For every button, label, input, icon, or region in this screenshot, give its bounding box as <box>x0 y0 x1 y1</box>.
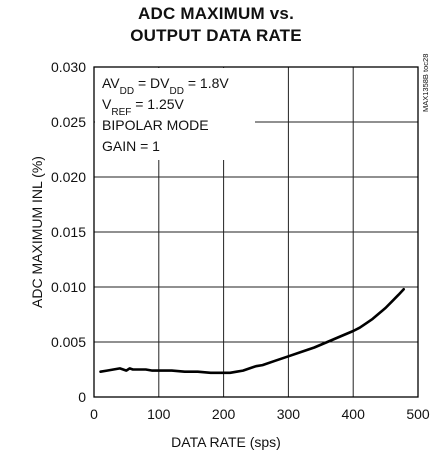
tick-labels: 0 100 200 300 400 500 0 0.005 0.010 0.015 0.020 0.0… <box>51 59 430 422</box>
chart-title-line-1: ADC MAXIMUM vs. <box>137 4 294 23</box>
x-tick-label: 0 <box>90 406 98 422</box>
x-axis-label: DATA RATE (sps) <box>171 434 281 450</box>
y-tick-label: 0.005 <box>51 334 86 350</box>
y-tick-label: 0.020 <box>51 169 86 185</box>
x-tick-label: 500 <box>406 406 430 422</box>
condition-line: GAIN = 1 <box>102 138 160 154</box>
x-tick-label: 100 <box>147 406 171 422</box>
x-tick-label: 400 <box>342 406 366 422</box>
plot-border <box>93 66 419 398</box>
plot-frame <box>93 66 419 398</box>
y-tick-label: 0.010 <box>51 279 86 295</box>
x-tick-label: 200 <box>212 406 236 422</box>
curve-layer <box>99 287 405 375</box>
x-tick-label: 300 <box>277 406 301 422</box>
condition-line: AVDD = DVDD = 1.8V <box>102 75 229 97</box>
y-tick-label: 0.030 <box>51 59 86 75</box>
y-tick-label: 0.025 <box>51 114 86 130</box>
chart-title-line-2: OUTPUT DATA RATE <box>130 26 302 45</box>
inl-curve <box>99 287 405 375</box>
y-axis-label: ADC MAXIMUM INL (%) <box>29 156 45 308</box>
condition-line: BIPOLAR MODE <box>102 117 209 133</box>
annotation-background <box>95 68 255 160</box>
y-tick-label: 0 <box>78 389 86 405</box>
condition-line: VREF = 1.25V <box>102 96 185 118</box>
figure-id-label: MAX1358B toc28 <box>421 54 430 112</box>
y-tick-label: 0.015 <box>51 224 86 240</box>
